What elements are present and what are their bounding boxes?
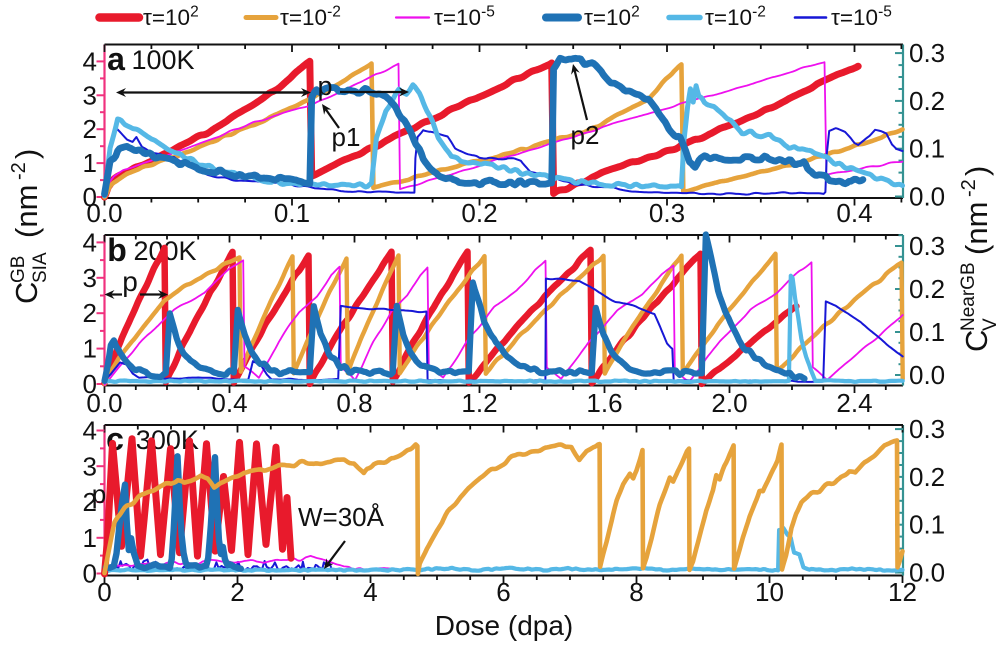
- svg-text:2: 2: [230, 577, 244, 607]
- svg-text:0.8: 0.8: [336, 388, 372, 418]
- svg-text:10: 10: [755, 577, 784, 607]
- svg-text:1.2: 1.2: [461, 388, 497, 418]
- svg-text:0.3: 0.3: [909, 414, 945, 444]
- svg-text:0.2: 0.2: [909, 86, 945, 116]
- svg-text:0: 0: [97, 577, 111, 607]
- svg-text:τ=102: τ=102: [143, 4, 199, 31]
- svg-text:6: 6: [496, 577, 510, 607]
- svg-text:4: 4: [83, 46, 97, 76]
- svg-text:a: a: [107, 41, 125, 77]
- svg-text:0.0: 0.0: [909, 558, 945, 588]
- svg-text:12: 12: [888, 577, 917, 607]
- svg-text:2: 2: [83, 487, 97, 517]
- svg-text:-2: -2: [958, 179, 980, 197]
- svg-text:2.0: 2.0: [711, 388, 747, 418]
- svg-text:8: 8: [629, 577, 643, 607]
- svg-text:0: 0: [83, 369, 97, 399]
- svg-text:3: 3: [83, 263, 97, 293]
- svg-text:0.4: 0.4: [211, 388, 247, 418]
- svg-text:p2: p2: [571, 120, 600, 150]
- svg-text:0.1: 0.1: [909, 510, 945, 540]
- svg-text:GB: GB: [8, 256, 29, 283]
- svg-text:p: p: [317, 71, 332, 101]
- svg-text:V: V: [980, 318, 1000, 331]
- svg-text:0.3: 0.3: [909, 38, 945, 68]
- svg-text:3: 3: [83, 80, 97, 110]
- svg-text:100K: 100K: [132, 45, 195, 75]
- svg-text:SIA: SIA: [30, 252, 51, 283]
- svg-text:0.1: 0.1: [274, 198, 310, 228]
- svg-text:(nm: (nm: [959, 202, 994, 255]
- svg-text:): ): [9, 149, 44, 159]
- svg-text:-2: -2: [8, 162, 30, 180]
- svg-text:1.6: 1.6: [586, 388, 622, 418]
- svg-text:2: 2: [83, 298, 97, 328]
- svg-text:C: C: [959, 330, 994, 352]
- svg-text:1: 1: [83, 523, 97, 553]
- svg-text:0: 0: [83, 559, 97, 589]
- svg-text:1: 1: [83, 334, 97, 364]
- svg-text:4: 4: [363, 577, 377, 607]
- svg-text:0.3: 0.3: [909, 231, 945, 261]
- svg-text:2.4: 2.4: [836, 388, 872, 418]
- svg-text:0: 0: [83, 182, 97, 212]
- svg-text:0.1: 0.1: [909, 317, 945, 347]
- svg-text:(nm: (nm: [9, 185, 44, 238]
- svg-text:0.3: 0.3: [649, 198, 685, 228]
- svg-text:p: p: [92, 479, 106, 509]
- svg-text:W=30Å: W=30Å: [298, 502, 385, 532]
- svg-text:p1: p1: [332, 122, 361, 152]
- svg-text:2: 2: [83, 114, 97, 144]
- svg-text:C: C: [9, 282, 44, 304]
- svg-text:Dose (dpa): Dose (dpa): [435, 610, 574, 641]
- svg-text:0.2: 0.2: [909, 462, 945, 492]
- svg-text:0.0: 0.0: [86, 388, 122, 418]
- svg-text:τ=102: τ=102: [584, 4, 640, 31]
- svg-text:4: 4: [83, 416, 97, 446]
- svg-text:1: 1: [83, 148, 97, 178]
- svg-text:0.2: 0.2: [909, 274, 945, 304]
- svg-text:0.0: 0.0: [909, 182, 945, 212]
- svg-text:0.1: 0.1: [909, 134, 945, 164]
- svg-text:): ): [959, 166, 994, 176]
- svg-text:NearGB: NearGB: [958, 262, 979, 331]
- svg-text:b: b: [107, 232, 127, 268]
- svg-text:0.0: 0.0: [86, 198, 122, 228]
- svg-text:p: p: [122, 266, 138, 297]
- svg-text:3: 3: [83, 451, 97, 481]
- svg-text:4: 4: [83, 227, 97, 257]
- svg-text:0.2: 0.2: [461, 198, 497, 228]
- svg-text:0.0: 0.0: [909, 360, 945, 390]
- svg-text:0.4: 0.4: [836, 198, 872, 228]
